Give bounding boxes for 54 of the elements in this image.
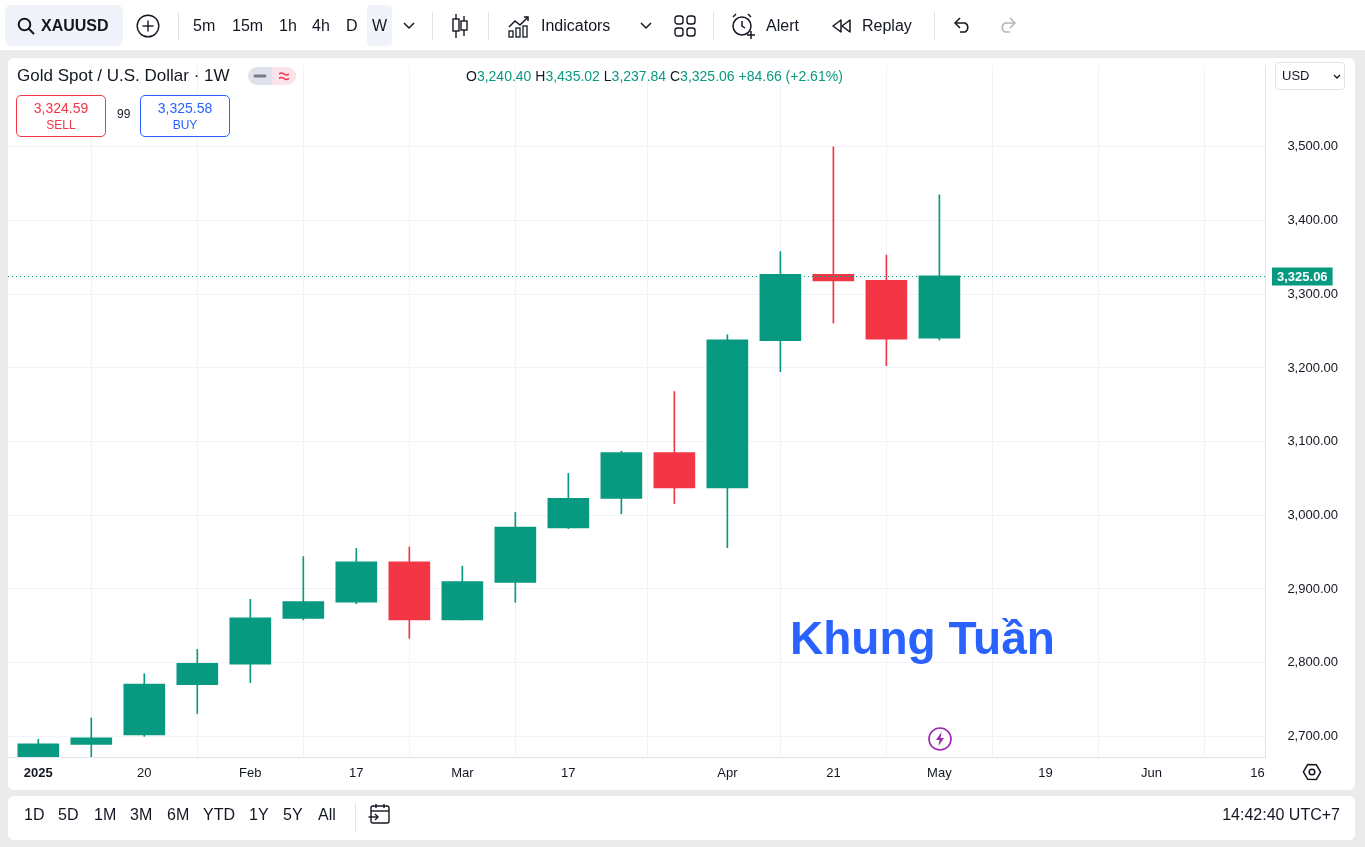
text: 1D [24,805,45,825]
candlestick [70,717,113,757]
annotation: 3,324.59 [33,99,89,117]
x-tick-label: 19 [1038,765,1053,781]
text: 1h [279,16,297,36]
text: USD [1282,67,1310,84]
chart-title: Gold Spot / U.S. Dollar · 1W [17,66,230,86]
text: Indicators [541,16,611,36]
x-tick-label: 21 [826,765,841,781]
buy-button[interactable]: 3,325.58 BUY [140,95,230,137]
text: All [318,805,336,825]
x-tick-label: Apr [717,765,739,781]
y-tick-label: 3,200.00 [1287,359,1338,375]
text: 3M [130,805,153,825]
x-tick-label: May [927,765,953,781]
y-tick-label: 3,000.00 [1287,506,1338,522]
text: 5D [58,805,79,825]
annotation: 99 [117,107,131,122]
x-tick-label: 16 [1250,765,1265,781]
text: Replay [862,16,912,36]
x-tick-label: Mar [451,765,475,781]
y-tick-label: 2,700.00 [1287,727,1338,743]
text: Alert [766,16,799,36]
x-tick-label: 2025 [23,765,53,781]
x-tick-label: 17 [349,765,364,781]
annotation: SELL [46,118,76,133]
y-tick-label: 2,800.00 [1287,654,1338,670]
ref-line-label: 3,325.06 [1277,268,1328,284]
text: YTD [203,805,235,825]
annotation: 3,325.58 [157,99,213,117]
y-tick-label: 2,900.00 [1287,580,1338,596]
y-tick-label: 3,100.00 [1287,433,1338,449]
sell-button[interactable]: 3,324.59 SELL [16,95,106,137]
x-tick-label: 17 [561,765,576,781]
text: W [371,16,388,36]
annotation: BUY [172,118,198,133]
annotation: O3,240.40 H3,435.02 L3,237.84 C3,325.06 +84.66 (+2.61%) [466,67,843,84]
x-tick-label: Jun [1140,765,1162,781]
text: XAUUSD [41,16,109,36]
text: 1M [94,805,117,825]
text: 5Y [283,805,303,825]
text: 14:42:40 UTC+7 [1222,805,1340,825]
y-tick-label: 3,300.00 [1287,285,1338,301]
text: 1Y [249,805,269,825]
text: D [346,16,358,36]
text: 15m [232,16,264,36]
text: 4h [312,16,330,36]
text: 6M [167,805,190,825]
x-tick-label: Feb [239,765,262,781]
text: 5m [193,16,216,36]
x-tick-label: 20 [137,765,152,781]
y-tick-label: 3,500.00 [1287,138,1338,154]
annotation: Khung Tuần [790,611,1055,665]
y-tick-label: 3,400.00 [1287,212,1338,228]
